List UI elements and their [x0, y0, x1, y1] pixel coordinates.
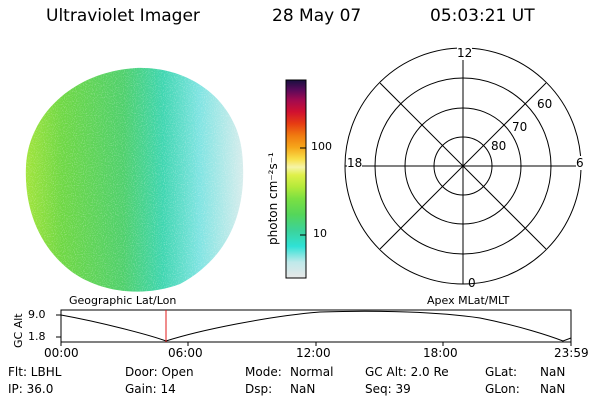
earth-disk-image — [25, 67, 244, 292]
mlt-label-18: 18 — [347, 156, 363, 170]
glat-value: NaN — [540, 365, 566, 379]
glat-label: GLat: — [485, 365, 518, 379]
door-info: Door: Open — [125, 365, 194, 379]
timeline-ytick-label-1-8: 1.8 — [28, 330, 46, 343]
timeline-xtick-label-18: 18:00 — [423, 346, 458, 360]
apex-mlat-mlt-label: Apex MLat/MLT — [427, 294, 510, 307]
timeline-xtick-label-24: 23:59 — [554, 346, 589, 360]
mode-value: Normal — [290, 365, 334, 379]
polar-diag-2 — [379, 82, 547, 250]
filter-info: Flt: LBHL — [8, 365, 62, 379]
altitude-curve — [60, 310, 572, 342]
dsp-label: Dsp: — [245, 382, 273, 396]
colorbar — [285, 79, 307, 279]
observation-time: 05:03:21 UT — [430, 6, 535, 26]
timeline-frame — [60, 309, 572, 343]
colorbar-unit-label: photon cm⁻²s⁻¹ — [266, 152, 280, 245]
mlt-label-6: 6 — [576, 156, 584, 170]
timeline-ytick-label-9: 9.0 — [28, 308, 46, 321]
glon-label: GLon: — [485, 382, 520, 396]
mlat-label-70: 70 — [512, 120, 528, 134]
mlt-label-12: 12 — [457, 46, 473, 60]
gc-alt-info: GC Alt: 2.0 Re — [365, 365, 449, 379]
mlat-label-60: 60 — [537, 97, 553, 111]
colorbar-label-100: 100 — [311, 140, 332, 153]
instrument-title: Ultraviolet Imager — [46, 6, 200, 26]
ip-info: IP: 36.0 — [8, 382, 54, 396]
altitude-timeline — [56, 309, 572, 346]
mlat-label-80: 80 — [491, 139, 507, 153]
seq-info: Seq: 39 — [365, 382, 411, 396]
observation-date: 28 May 07 — [272, 6, 362, 26]
colorbar-frame — [285, 79, 307, 279]
colorbar-gradient — [286, 80, 306, 278]
timeline-ylabel: GC Alt — [12, 313, 25, 348]
dsp-value: NaN — [290, 382, 316, 396]
timeline-xtick-label-12: 12:00 — [296, 346, 331, 360]
timeline-xtick-label-6: 06:00 — [168, 346, 203, 360]
gain-info: Gain: 14 — [125, 382, 176, 396]
timeline-xtick-label-0: 00:00 — [44, 346, 79, 360]
mlt-label-0: 0 — [468, 276, 476, 290]
geographic-latlon-label: Geographic Lat/Lon — [69, 294, 177, 307]
mode-label: Mode: — [245, 365, 282, 379]
colorbar-label-10: 10 — [313, 227, 327, 240]
polar-mlat-mlt-plot — [344, 47, 582, 285]
glon-value: NaN — [540, 382, 566, 396]
